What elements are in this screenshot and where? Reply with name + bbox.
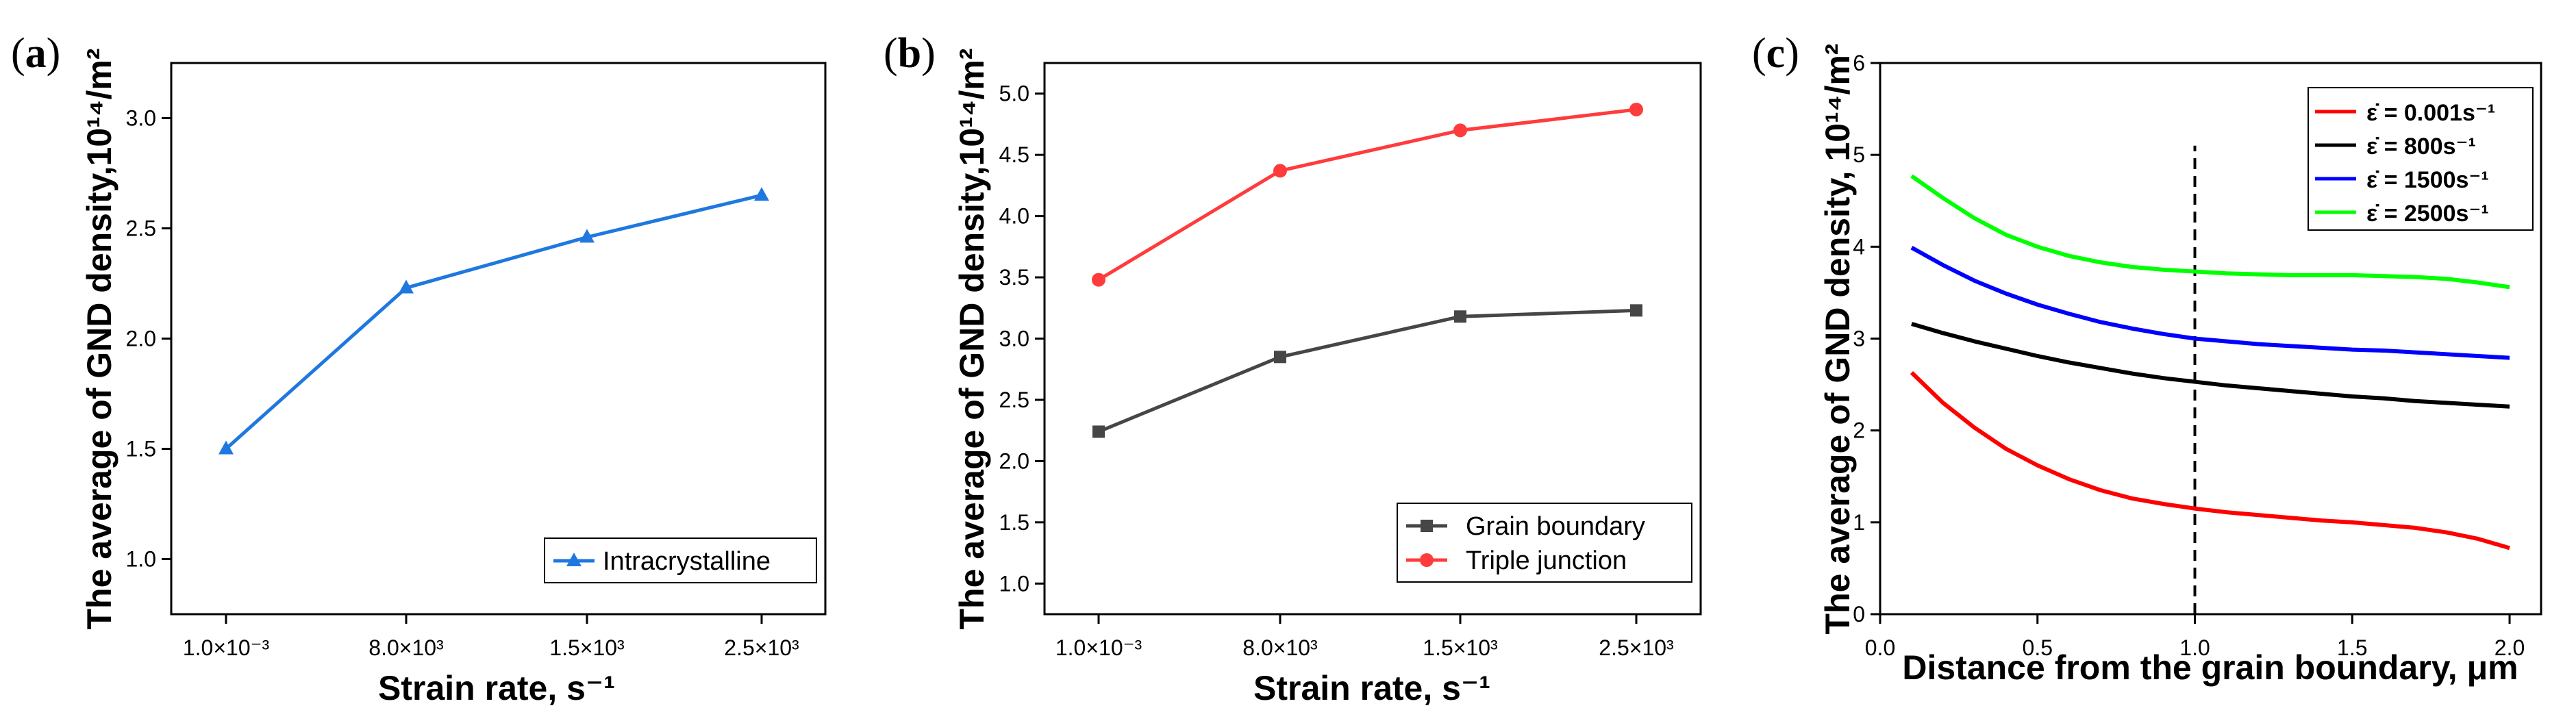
panel-c-y-axis-title: The average of GND density, 10¹⁴/m²: [1818, 44, 1857, 635]
series-triple-junction: [1092, 102, 1643, 287]
y-tick-label: 5: [1853, 142, 1865, 167]
y-tick-label: 1: [1853, 510, 1865, 535]
panel-a-y-axis-title: The average of GND density,10¹⁴/m²: [80, 48, 118, 629]
y-tick-label: 3: [1853, 327, 1865, 351]
y-tick-label: 3.0: [126, 106, 156, 131]
panel-a-legend: Intracrystalline: [544, 537, 817, 583]
legend-entry-label: ε̇ = 1500s⁻¹: [2366, 167, 2489, 193]
y-tick-label: 4.5: [999, 142, 1029, 167]
data-point: [1092, 425, 1105, 438]
y-tick-label: 5.0: [999, 81, 1029, 106]
panel-b-y-axis-title: The average of GND density,10¹⁴/m²: [953, 48, 991, 629]
panel-b-legend-box: [1397, 503, 1692, 583]
legend-swatch-marker: [566, 553, 582, 566]
y-tick-label: 1.5: [999, 510, 1029, 535]
y-tick-label: 2.0: [126, 327, 156, 351]
panel-a-label: (a): [11, 30, 60, 77]
panel-b: (b) 1.0 1.5 2.0 2.5 3.0 3.5 4.0 4.5 5.0 1.0×10⁻³…: [884, 30, 1702, 707]
panel-c-x-axis-title: Distance from the grain boundary, μm: [1902, 648, 2518, 687]
x-tick-label: 2.0: [2494, 635, 2525, 660]
x-tick-label: 1.0: [2179, 635, 2210, 660]
y-tick-label: 4.0: [999, 204, 1029, 229]
series-line: [1910, 370, 2510, 551]
panel-a-y-ticks: 1.0 1.5 2.0 2.5 3.0: [126, 106, 171, 572]
y-tick-label: 0: [1853, 602, 1865, 627]
x-tick-label: 2.5×10³: [1599, 635, 1674, 660]
panel-b-x-ticks: 1.0×10⁻³ 8.0×10³ 1.5×10³ 2.5×10³: [1055, 614, 1674, 660]
y-tick-label: 2.5: [126, 216, 156, 241]
x-tick-label: 8.0×10³: [368, 635, 444, 660]
x-tick-label: 0.0: [1865, 635, 1895, 660]
legend-entry-label: Intracrystalline: [603, 547, 771, 576]
data-point: [1273, 164, 1287, 178]
data-point: [1454, 310, 1466, 323]
panel-b-y-ticks: 1.0 1.5 2.0 2.5 3.0 3.5 4.0 4.5 5.0: [999, 81, 1045, 596]
data-point: [579, 229, 595, 243]
y-tick-label: 1.0: [999, 571, 1029, 596]
x-tick-label: 1.0×10⁻³: [183, 635, 270, 660]
panel-b-x-axis-title: Strain rate, s⁻¹: [1253, 669, 1490, 707]
y-tick-label: 3.5: [999, 265, 1029, 290]
y-tick-label: 1.0: [126, 547, 156, 572]
data-point: [399, 279, 414, 294]
series-line: [1910, 174, 2510, 290]
y-tick-label: 4: [1853, 234, 1865, 259]
panel-b-legend: Grain boundary Triple junction: [1397, 503, 1692, 583]
series-line: [225, 193, 762, 451]
series-grain-boundary: [1092, 304, 1642, 438]
panel-c: (c) 0 1 2 3 4 5 6 0.0 0.5 1.0 1.5 2.0 Distance fro…: [1752, 30, 2542, 687]
series-0-001s: [1910, 370, 2510, 551]
x-tick-label: 2.5×10³: [724, 635, 799, 660]
series-800s: [1911, 322, 2510, 409]
panel-b-series: [1092, 102, 1643, 438]
x-tick-label: 1.0×10⁻³: [1055, 635, 1142, 660]
data-point: [1629, 102, 1643, 116]
panel-c-x-ticks: 0.0 0.5 1.0 1.5 2.0: [1865, 614, 2525, 660]
data-point: [1092, 273, 1105, 287]
series-line: [1911, 322, 2510, 409]
series-line: [1910, 246, 2510, 360]
x-tick-label: 0.5: [2023, 635, 2053, 660]
y-tick-label: 2.5: [999, 388, 1029, 412]
series-line: [1097, 107, 1637, 281]
data-point: [1274, 351, 1286, 364]
x-tick-label: 1.5: [2337, 635, 2367, 660]
panel-c-label: (c): [1752, 30, 1799, 77]
data-point: [754, 187, 769, 201]
x-tick-label: 8.0×10³: [1242, 635, 1318, 660]
y-tick-label: 3.0: [999, 327, 1029, 351]
legend-entry-label: ε̇ = 0.001s⁻¹: [2366, 100, 2495, 126]
panel-a-x-axis-title: Strain rate, s⁻¹: [378, 669, 615, 707]
x-tick-label: 1.5×10³: [1423, 635, 1498, 660]
panel-c-y-ticks: 0 1 2 3 4 5 6: [1853, 51, 1880, 627]
legend-entry-label: ε̇ = 2500s⁻¹: [2366, 201, 2489, 227]
y-tick-label: 1.5: [126, 437, 156, 461]
y-tick-label: 6: [1853, 51, 1865, 75]
legend-entry-label: Triple junction: [1466, 546, 1627, 575]
panel-a-series: [218, 187, 769, 455]
x-tick-label: 1.5×10³: [549, 635, 625, 660]
data-point: [1453, 123, 1467, 138]
panel-b-label: (b): [884, 30, 936, 77]
data-point: [218, 440, 234, 455]
legend-swatch-marker: [1421, 520, 1433, 532]
legend-entry-label: Grain boundary: [1466, 512, 1645, 541]
legend-entry-label: ε̇ = 800s⁻¹: [2366, 134, 2476, 160]
panel-c-legend: ε̇ = 0.001s⁻¹ ε̇ = 800s⁻¹ ε̇ = 1500s⁻¹ ε̇ =…: [2308, 87, 2534, 231]
panel-a: (a) 1.0 1.5 2.0 2.5 3.0 1.0×10⁻³ 8.0×10³ 1.5×1…: [11, 30, 827, 707]
legend-swatch-marker: [1420, 553, 1434, 567]
panel-a-x-ticks: 1.0×10⁻³ 8.0×10³ 1.5×10³ 2.5×10³: [183, 614, 799, 660]
panel-a-plot-frame: [170, 62, 827, 616]
panel-c-series: [1910, 174, 2510, 551]
series-line: [1098, 308, 1637, 433]
series-intracrystalline: [218, 187, 769, 455]
series-1500s: [1910, 246, 2510, 360]
data-point: [1630, 304, 1642, 317]
y-tick-label: 2: [1853, 418, 1865, 443]
y-tick-label: 2.0: [999, 448, 1029, 473]
series-2500s: [1910, 174, 2510, 290]
